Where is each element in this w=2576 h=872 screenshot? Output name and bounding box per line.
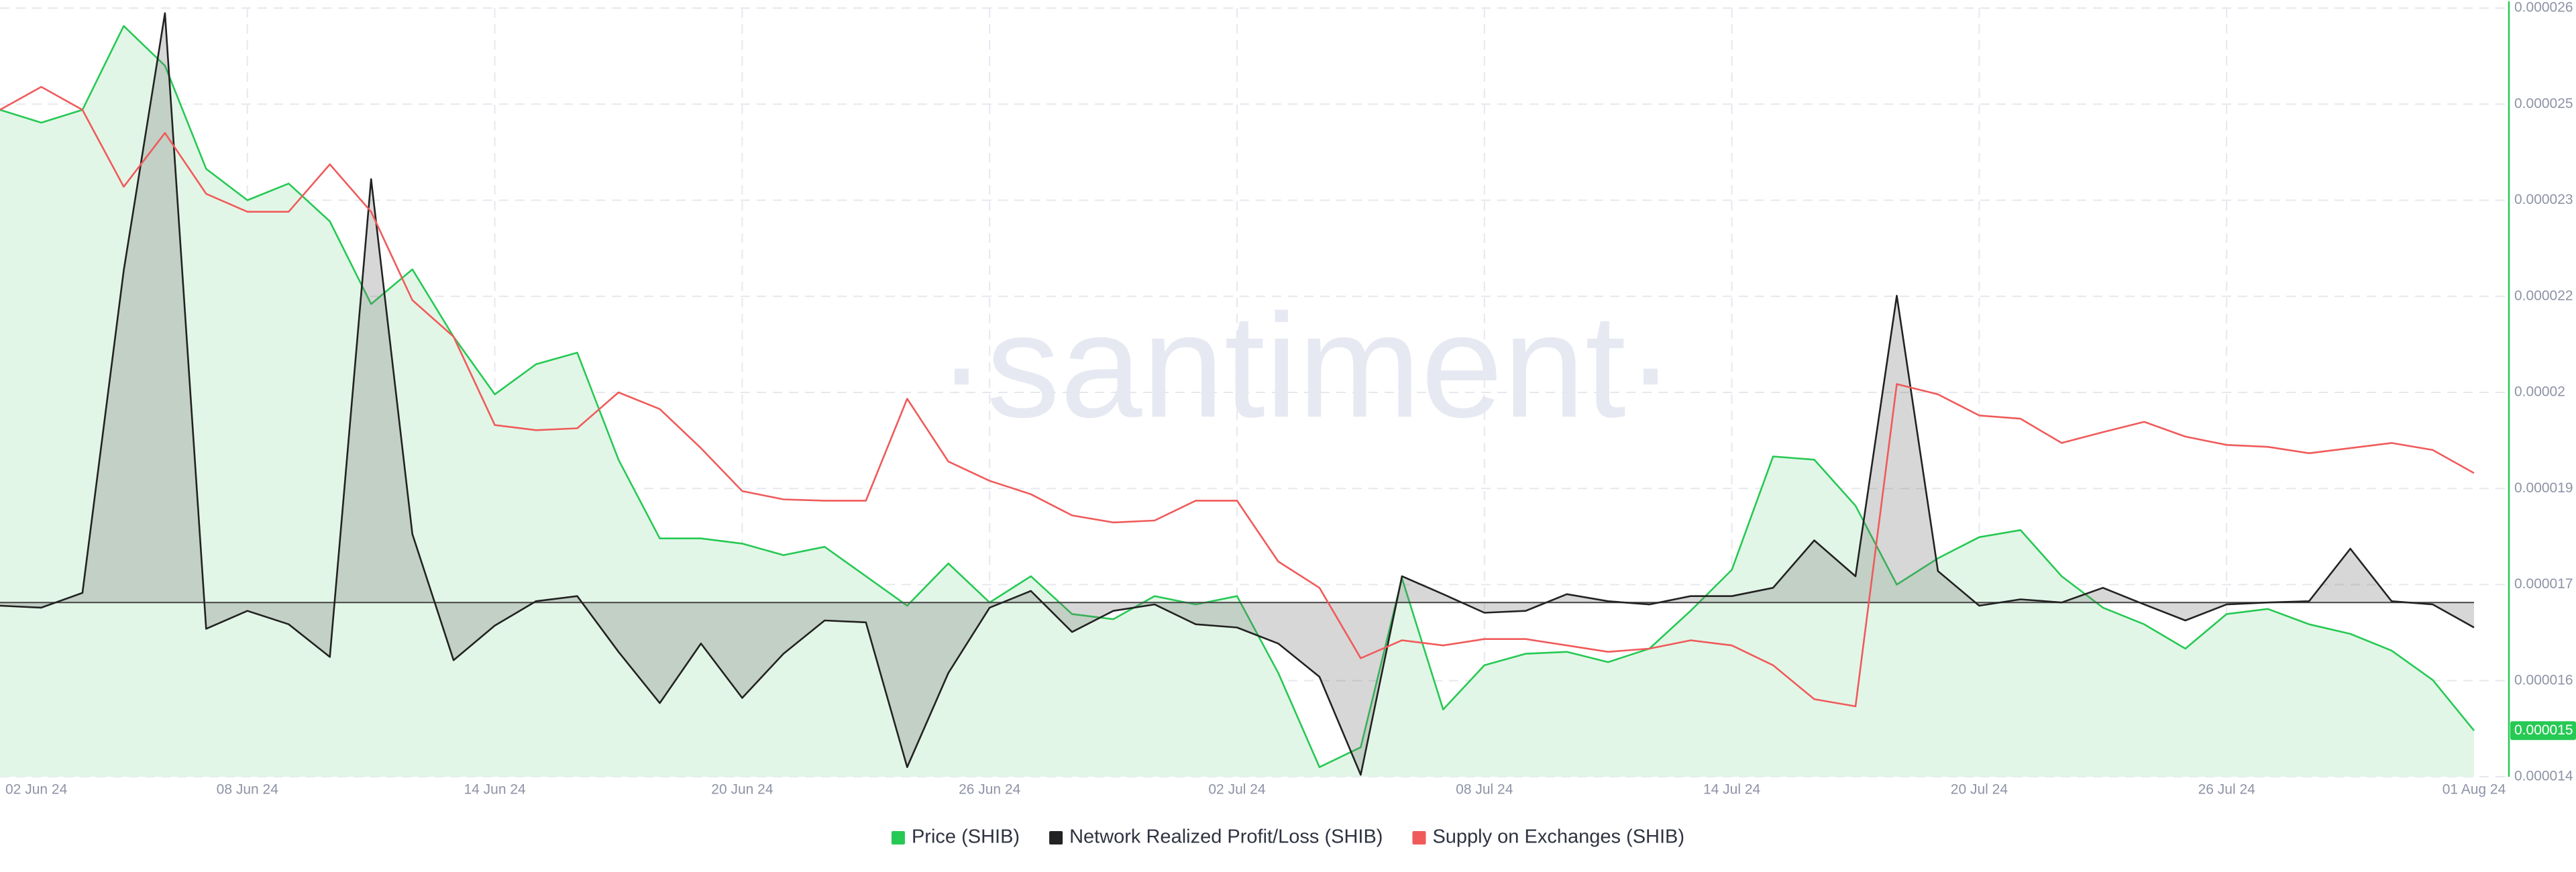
y-tick-label: 0.00002	[2514, 384, 2565, 400]
x-tick-label: 08 Jul 24	[1456, 782, 1513, 798]
price-tag	[2510, 721, 2576, 741]
area	[0, 25, 2474, 777]
line	[0, 12, 2475, 776]
y-tick-label: 0.000016	[2514, 672, 2573, 688]
price-tag-label: 0.000015	[2514, 722, 2573, 738]
x-tick-label: 02 Jul 24	[1208, 782, 1266, 798]
x-tick-label: 26 Jun 24	[959, 782, 1021, 798]
x-tick-label: 01 Aug 24	[2443, 782, 2506, 798]
y-tick-label: 0.000023	[2514, 192, 2573, 207]
legend-label: Network Realized Profit/Loss (SHIB)	[1069, 826, 1383, 848]
x-tick-label: 20 Jul 24	[1951, 782, 2008, 798]
x-tick-label: 14 Jul 24	[1703, 782, 1761, 798]
x-tick-label: 26 Jul 24	[2198, 782, 2256, 798]
y-tick-label: 0.000017	[2514, 576, 2573, 592]
legend-swatch	[1412, 831, 1426, 844]
x-tick-label: 02 Jun 24	[5, 782, 68, 798]
legend-label: Supply on Exchanges (SHIB)	[1432, 826, 1684, 848]
x-tick-label: 14 Jun 24	[464, 782, 526, 798]
x-tick-label: 08 Jun 24	[217, 782, 279, 798]
x-tick-label: 20 Jun 24	[711, 782, 773, 798]
y-tick-label: 0.000019	[2514, 480, 2573, 496]
y-tick-label: 0.000022	[2514, 288, 2573, 303]
line	[0, 25, 2475, 768]
legend-label: Price (SHIB)	[912, 826, 1020, 848]
y-tick-label: 0.000026	[2514, 0, 2573, 15]
legend-swatch	[891, 831, 905, 844]
legend-swatch	[1049, 831, 1063, 844]
legend: Price (SHIB) Network Realized Profit/Loss…	[891, 826, 1684, 848]
y-tick-label: 0.000014	[2514, 769, 2573, 784]
line	[0, 86, 2475, 708]
area	[0, 13, 2474, 775]
y-tick-label: 0.000025	[2514, 96, 2573, 111]
watermark: ·santiment·	[937, 283, 1675, 448]
